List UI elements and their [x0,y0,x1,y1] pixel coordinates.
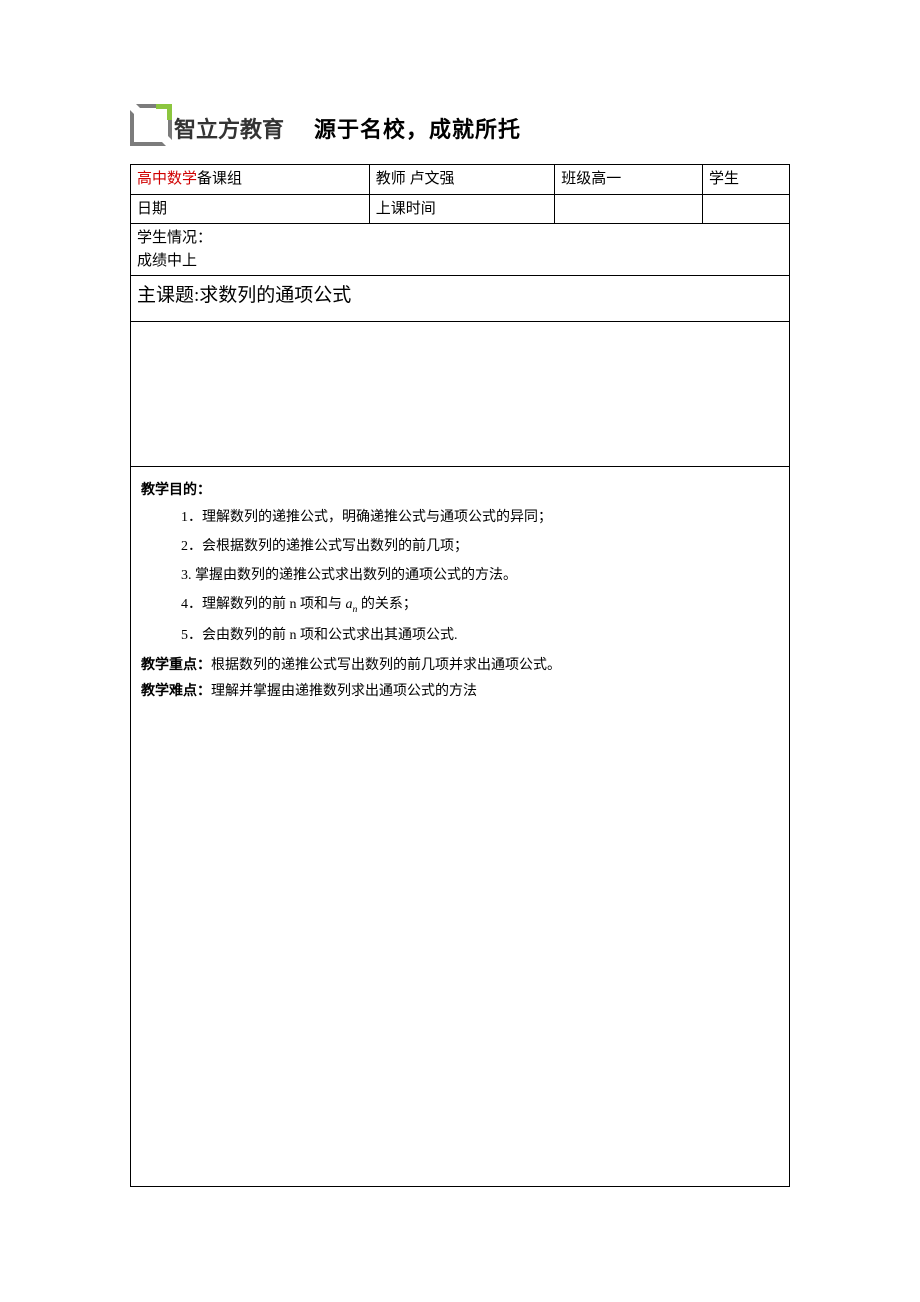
lesson-table: 高中数学备课组 教师 卢文强 班级高一 学生 日期 上课时间 学生情况： 成绩中… [130,164,790,1187]
logo-icon [130,110,166,146]
cell-teacher: 教师 卢文强 [369,165,555,195]
objective-item: 1．理解数列的递推公式，明确递推公式与通项公式的异同； [181,507,779,528]
header-row: 智立方教育 源于名校，成就所托 [130,110,790,146]
table-row: 高中数学备课组 教师 卢文强 班级高一 学生 [131,165,790,195]
table-row: 主课题:求数列的通项公式 [131,276,790,322]
focus-label: 教学重点： [141,656,211,672]
difficulty-line: 教学难点：理解并掌握由递推数列求出通项公式的方法 [141,680,779,702]
cell-class: 班级高一 [555,165,703,195]
cell-group-rest: 备课组 [197,171,242,187]
cell-date-label: 日期 [131,194,370,224]
logo-text: 智立方教育 [174,112,284,144]
cell-student: 学生 [702,165,789,195]
cell-blank [131,321,790,466]
cell-topic: 主课题:求数列的通项公式 [131,276,790,322]
logo-block: 智立方教育 [130,110,284,146]
difficulty-label: 教学难点： [141,682,211,698]
tagline: 源于名校，成就所托 [314,112,521,144]
cell-time-label: 上课时间 [369,194,555,224]
table-row: 学生情况： 成绩中上 [131,224,790,276]
table-row [131,321,790,466]
cell-group-red: 高中数学 [137,171,197,187]
objective-item: 2．会根据数列的递推公式写出数列的前几项； [181,536,779,557]
table-row: 日期 上课时间 [131,194,790,224]
student-status-line1: 学生情况： [137,227,783,250]
focus-line: 教学重点：根据数列的递推公式写出数列的前几项并求出通项公式。 [141,654,779,676]
objective-item: 5．会由数列的前 n 项和公式求出其通项公式. [181,625,779,646]
student-status-line2: 成绩中上 [137,250,783,273]
objective-item: 4．理解数列的前 n 项和与 an 的关系； [181,594,779,617]
cell-student-status: 学生情况： 成绩中上 [131,224,790,276]
objectives-title: 教学目的： [141,481,211,497]
cell-empty [702,194,789,224]
objective-item: 3. 掌握由数列的递推公式求出数列的通项公式的方法。 [181,565,779,586]
page-root: 智立方教育 源于名校，成就所托 高中数学备课组 教师 卢文强 班级高一 学生 日… [0,0,920,1247]
cell-empty [555,194,703,224]
cell-objectives: 教学目的： 1．理解数列的递推公式，明确递推公式与通项公式的异同； 2．会根据数… [131,466,790,1186]
focus-text: 根据数列的递推公式写出数列的前几项并求出通项公式。 [211,658,561,673]
cell-group: 高中数学备课组 [131,165,370,195]
table-row: 教学目的： 1．理解数列的递推公式，明确递推公式与通项公式的异同； 2．会根据数… [131,466,790,1186]
math-an: an [346,597,358,612]
difficulty-text: 理解并掌握由递推数列求出通项公式的方法 [211,684,477,699]
